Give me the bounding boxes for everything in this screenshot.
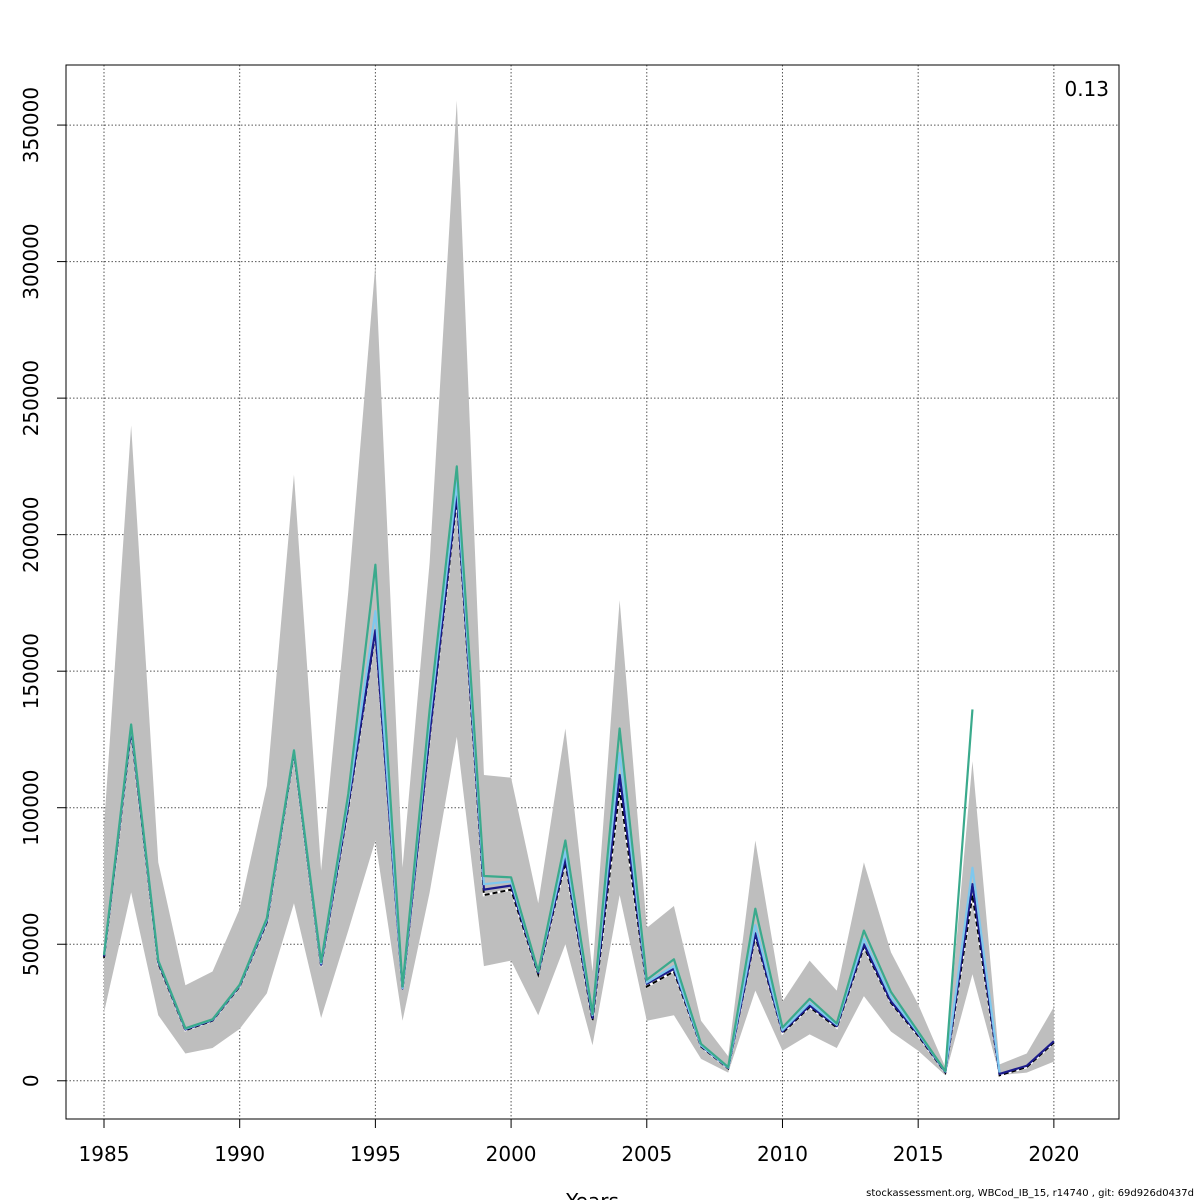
series-lines <box>102 465 1055 1077</box>
footer-credit: stockassessment.org, WBCod_IB_15, r14740… <box>866 1188 1194 1199</box>
x-axis-title: Years <box>565 1189 619 1200</box>
y-tick-label: 300000 <box>19 223 43 299</box>
y-tick-label: 0 <box>19 1074 43 1087</box>
y-tick-label: 150000 <box>19 633 43 709</box>
x-tick-label: 2000 <box>486 1142 537 1166</box>
y-tick-label: 100000 <box>19 770 43 846</box>
y-tick-label: 200000 <box>19 496 43 572</box>
y-axis-ticks: 0 50000 100000 150000 200000 250000 300000 3500… <box>19 87 66 1087</box>
x-tick-label: 2010 <box>757 1142 808 1166</box>
x-tick-label: 2020 <box>1028 1142 1079 1166</box>
plot-frame <box>65 64 1120 1120</box>
x-tick-label: 2015 <box>893 1142 944 1166</box>
x-tick-label: 2005 <box>621 1142 672 1166</box>
y-tick-label: 350000 <box>19 87 43 163</box>
x-tick-label: 1985 <box>79 1142 130 1166</box>
y-tick-label: 250000 <box>19 360 43 436</box>
grid-lines <box>66 65 1119 1119</box>
y-tick-label: 50000 <box>19 912 43 976</box>
x-axis-ticks: 1985 1990 1995 2000 2005 2010 2015 2020 <box>79 1119 1079 1166</box>
x-tick-label: 1990 <box>214 1142 265 1166</box>
series-line-3 <box>102 465 974 1073</box>
x-tick-label: 1995 <box>350 1142 401 1166</box>
corner-label: 0.13 <box>1064 77 1109 101</box>
